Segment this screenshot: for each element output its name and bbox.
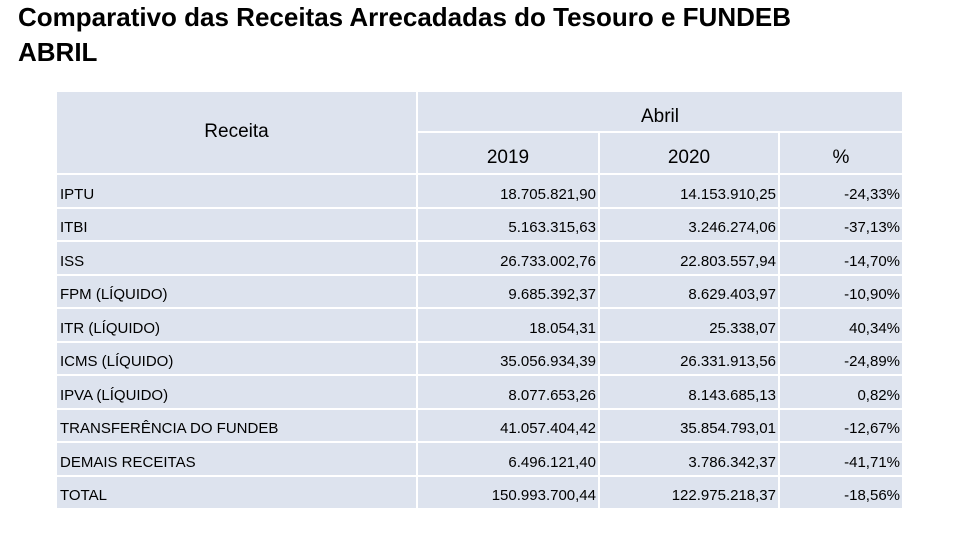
value-cell: 8.143.685,13 xyxy=(600,376,780,410)
value-cell-text: -18,56% xyxy=(844,487,900,504)
header-column: 2019 xyxy=(418,133,600,175)
value-cell: 122.975.218,37 xyxy=(600,476,780,510)
value-cell-text: 18.054,31 xyxy=(529,319,596,337)
row-label: IPVA (LÍQUIDO) xyxy=(57,376,418,410)
row-label: FPM (LÍQUIDO) xyxy=(57,275,418,309)
value-cell: 6.496.121,40 xyxy=(418,443,600,477)
header-column-text: 2020 xyxy=(667,147,711,168)
value-cell: -24,33% xyxy=(780,175,904,209)
row-label-text: ITBI xyxy=(60,219,88,236)
value-cell-text: -37,13% xyxy=(844,219,900,236)
value-cell-text: -41,71% xyxy=(844,453,900,471)
row-label: ITR (LÍQUIDO) xyxy=(57,309,418,343)
value-cell-text: 35.056.934,39 xyxy=(500,353,596,370)
value-cell-text: 8.077.653,26 xyxy=(508,386,596,404)
row-label: ISS xyxy=(57,242,418,276)
header-group: Abril xyxy=(418,92,904,133)
value-cell-text: 8.629.403,97 xyxy=(688,286,776,303)
value-cell-text: 18.705.821,90 xyxy=(500,185,596,203)
value-cell-text: 8.143.685,13 xyxy=(688,386,776,404)
row-label-text: DEMAIS RECEITAS xyxy=(60,453,196,471)
value-cell: 26.331.913,56 xyxy=(600,342,780,376)
row-label-text: ICMS (LÍQUIDO) xyxy=(60,353,174,370)
value-cell: 25.338,07 xyxy=(600,309,780,343)
value-cell-text: -24,89% xyxy=(844,353,900,370)
row-label-text: ITR (LÍQUIDO) xyxy=(60,319,160,337)
value-cell: 18.054,31 xyxy=(418,309,600,343)
value-cell-text: 41.057.404,42 xyxy=(500,420,596,437)
row-label: IPTU xyxy=(57,175,418,209)
header-label-text: Receita xyxy=(204,120,269,142)
value-cell-text: 25.338,07 xyxy=(709,319,776,337)
value-cell: 35.056.934,39 xyxy=(418,342,600,376)
row-label-text: IPTU xyxy=(60,185,95,203)
value-cell-text: -12,67% xyxy=(844,420,900,437)
row-label-text: IPVA (LÍQUIDO) xyxy=(60,386,169,404)
value-cell-text: -24,33% xyxy=(844,185,900,203)
value-cell: -41,71% xyxy=(780,443,904,477)
value-cell-text: 35.854.793,01 xyxy=(680,420,776,437)
value-cell: 26.733.002,76 xyxy=(418,242,600,276)
row-label: TOTAL xyxy=(57,476,418,510)
value-cell-text: 5.163.315,63 xyxy=(508,219,596,236)
value-cell-text: 9.685.392,37 xyxy=(508,286,596,303)
value-cell: 0,82% xyxy=(780,376,904,410)
value-cell: 22.803.557,94 xyxy=(600,242,780,276)
value-cell: 14.153.910,25 xyxy=(600,175,780,209)
value-cell: 150.993.700,44 xyxy=(418,476,600,510)
value-cell-text: -10,90% xyxy=(844,286,900,303)
header-label: Receita xyxy=(57,92,418,175)
value-cell-text: 22.803.557,94 xyxy=(680,252,776,270)
row-label: DEMAIS RECEITAS xyxy=(57,443,418,477)
row-label-text: ISS xyxy=(60,252,85,270)
header-column: 2020 xyxy=(600,133,780,175)
value-cell-text: 26.733.002,76 xyxy=(500,252,596,270)
header-column-text: 2019 xyxy=(486,147,530,168)
value-cell: -18,56% xyxy=(780,476,904,510)
value-cell: 3.246.274,06 xyxy=(600,208,780,242)
value-cell-text: 3.246.274,06 xyxy=(688,219,776,236)
header-group-text: Abril xyxy=(640,105,679,127)
value-cell-text: 122.975.218,37 xyxy=(671,487,776,504)
value-cell-text: -14,70% xyxy=(844,252,900,270)
value-cell: 9.685.392,37 xyxy=(418,275,600,309)
title-line: ABRIL xyxy=(18,37,98,67)
value-cell-text: 6.496.121,40 xyxy=(508,453,596,471)
value-cell: -10,90% xyxy=(780,275,904,309)
value-cell: 40,34% xyxy=(780,309,904,343)
value-cell: 35.854.793,01 xyxy=(600,409,780,443)
row-label-text: FPM (LÍQUIDO) xyxy=(60,286,168,303)
value-cell: -14,70% xyxy=(780,242,904,276)
title-line: Comparativo das Receitas Arrecadadas do … xyxy=(18,2,792,32)
value-cell: 8.629.403,97 xyxy=(600,275,780,309)
row-label-text: TOTAL xyxy=(60,487,107,504)
value-cell: 41.057.404,42 xyxy=(418,409,600,443)
value-cell-text: 0,82% xyxy=(857,386,900,404)
value-cell: 5.163.315,63 xyxy=(418,208,600,242)
value-cell: 8.077.653,26 xyxy=(418,376,600,410)
value-cell-text: 3.786.342,37 xyxy=(688,453,776,471)
row-label: ICMS (LÍQUIDO) xyxy=(57,342,418,376)
value-cell-text: 40,34% xyxy=(849,319,900,337)
header-column-text: % xyxy=(832,147,850,168)
header-column: % xyxy=(780,133,904,175)
row-label-text: TRANSFERÊNCIA DO FUNDEB xyxy=(60,420,279,437)
row-label: ITBI xyxy=(57,208,418,242)
value-cell-text: 150.993.700,44 xyxy=(491,487,596,504)
value-cell-text: 14.153.910,25 xyxy=(680,185,776,203)
value-cell: -37,13% xyxy=(780,208,904,242)
value-cell: -12,67% xyxy=(780,409,904,443)
value-cell: 18.705.821,90 xyxy=(418,175,600,209)
value-cell: -24,89% xyxy=(780,342,904,376)
value-cell: 3.786.342,37 xyxy=(600,443,780,477)
row-label: TRANSFERÊNCIA DO FUNDEB xyxy=(57,409,418,443)
value-cell-text: 26.331.913,56 xyxy=(680,353,776,370)
